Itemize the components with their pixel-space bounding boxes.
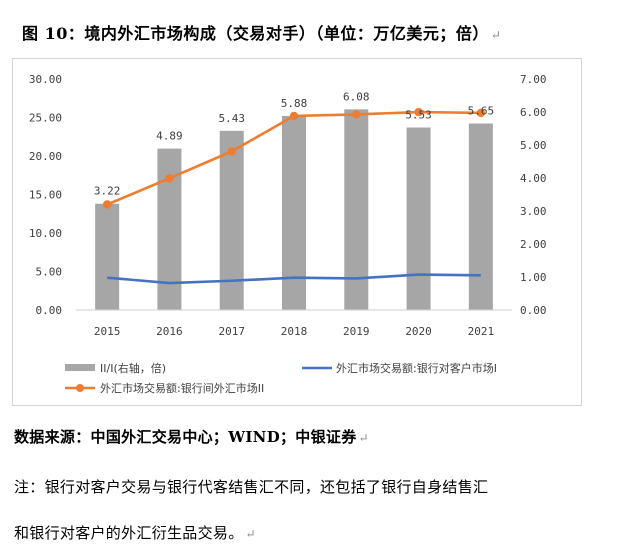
data-label: 5.65 [468, 105, 495, 118]
note-line-1-text: 注：银行对客户交易与银行代客结售汇不同，还包括了银行自身结售汇 [14, 478, 489, 496]
point-interbank-market [352, 110, 361, 119]
note-line-1: 注：银行对客户交易与银行代客结售汇不同，还包括了银行自身结售汇 [14, 476, 488, 497]
point-interbank-market [414, 107, 423, 117]
x-tick-label: 2019 [343, 325, 370, 338]
point-interbank-market [227, 147, 236, 156]
bar-ratio [344, 109, 369, 310]
note-line-2: 和银行对客户的外汇衍生品交易。 ↵ [14, 522, 256, 543]
data-label: 5.43 [218, 112, 245, 125]
note-line-2-text: 和银行对客户的外汇衍生品交易。 [14, 524, 244, 542]
bar-ratio [406, 127, 431, 310]
figure-title-text: 图 10：境内外汇市场构成（交易对手）（单位：万亿美元；倍） [22, 24, 489, 43]
y-right-tick-label: 3.00 [520, 205, 547, 218]
y-left-tick-label: 15.00 [29, 189, 62, 202]
data-label: 6.08 [343, 90, 370, 103]
y-right-tick-label: 6.00 [520, 106, 547, 119]
x-tick-label: 2020 [405, 325, 432, 338]
y-right-tick-label: 5.00 [520, 139, 547, 152]
bar-ratio [282, 115, 306, 311]
y-right-tick-label: 0.00 [520, 304, 547, 317]
y-left-tick-label: 0.00 [36, 304, 63, 317]
source-text: 中国外汇交易中心； [90, 428, 229, 446]
x-tick-label: 2018 [281, 325, 308, 338]
y-right-tick-label: 2.00 [520, 238, 547, 251]
legend-label-interbank: 外汇市场交易额:银行间外汇市场II [100, 381, 264, 395]
bar-ratio [219, 130, 244, 310]
bar-ratio [157, 148, 182, 310]
x-tick-label: 2021 [468, 325, 495, 338]
bar-ratio [95, 203, 120, 310]
y-right-tick-label: 4.00 [520, 172, 547, 185]
bar-ratio [468, 123, 493, 310]
paragraph-mark-icon: ↵ [490, 28, 502, 42]
legend-marker-interbank [76, 384, 84, 392]
y-left-tick-label: 25.00 [29, 112, 62, 125]
y-right-tick-label: 7.00 [520, 73, 547, 86]
y-left-tick-label: 20.00 [29, 150, 62, 163]
source-wind: WIND [228, 428, 280, 446]
data-label: 4.89 [156, 130, 183, 143]
point-interbank-market [102, 200, 112, 209]
y-right-tick-label: 1.00 [520, 271, 547, 284]
chart-frame [12, 58, 582, 406]
point-interbank-market [289, 111, 299, 121]
y-left-tick-label: 5.00 [36, 266, 63, 279]
x-tick-label: 2015 [94, 325, 121, 338]
legend-label-customer: 外汇市场交易额:银行对客户市场I [336, 361, 497, 375]
point-interbank-market [165, 174, 174, 183]
legend-swatch-bar [65, 364, 95, 371]
figure-title: 图 10：境内外汇市场构成（交易对手）（单位：万亿美元；倍） ↵ [22, 20, 501, 44]
data-source: 数据来源：中国外汇交易中心；WIND；中银证券 ↵ [14, 426, 369, 447]
combo-chart: 0.00 5.00 10.00 15.00 20.00 25.00 30.00 0.00 1.0… [29, 73, 547, 395]
legend-label-bar: II/I(右轴，倍) [100, 361, 166, 375]
y-left-tick-label: 30.00 [29, 73, 62, 86]
data-label: 5.53 [405, 109, 432, 122]
data-label: 5.88 [281, 97, 308, 110]
source-rest: ；中银证券 [280, 428, 357, 446]
source-label: 数据来源： [14, 428, 91, 446]
line-customer-market [107, 273, 481, 285]
paragraph-mark-icon: ↵ [245, 527, 256, 541]
paragraph-mark-icon: ↵ [358, 431, 369, 445]
x-tick-label: 2016 [156, 325, 183, 338]
x-tick-label: 2017 [218, 325, 245, 338]
point-interbank-market [476, 108, 486, 118]
data-label: 3.22 [94, 185, 121, 198]
y-left-tick-label: 10.00 [29, 227, 62, 240]
